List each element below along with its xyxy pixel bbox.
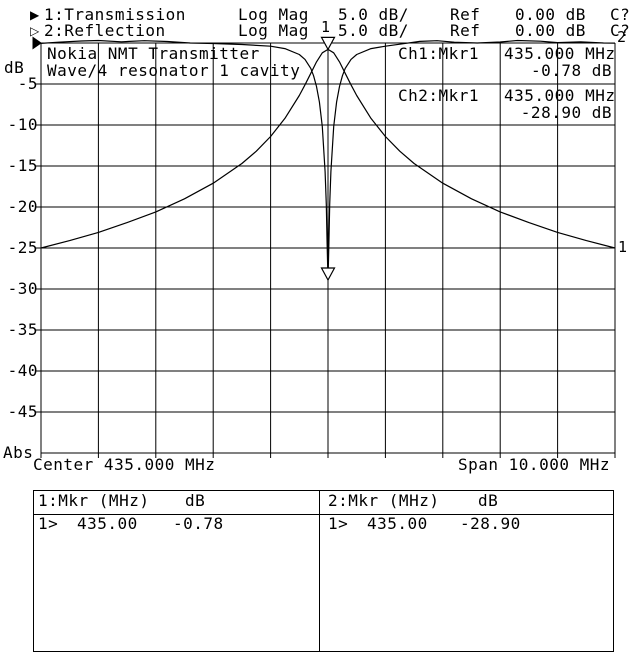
table-col2-header-unit: dB [478, 491, 499, 510]
channel2-scale: 5.0 dB/ [338, 21, 409, 40]
trace-reflection [40, 39, 616, 281]
ch1-marker-value: -0.78 dB [530, 61, 612, 80]
ch1-marker-readout-label: Ch1:Mkr1 [398, 44, 480, 63]
y-axis-tick-label: -40 [7, 361, 38, 380]
measurement-title-line2: Wave/4 resonator 1 cavity [47, 61, 301, 80]
ch2-marker-freq: 435.000 MHz [504, 86, 616, 105]
channel1-ref-label: Ref [450, 5, 481, 24]
y-axis-tick-label: -25 [7, 238, 38, 257]
table-col1-row-marker-num: 1> [38, 514, 59, 533]
ch2-marker-readout-label: Ch2:Mkr1 [398, 86, 480, 105]
channel2-ref-label: Ref [450, 21, 481, 40]
y-axis-tick-label: -5 [17, 74, 38, 93]
channel1-active-marker-icon: ▶ [30, 8, 40, 22]
table-col1-row-value: -0.78 [173, 514, 224, 533]
trace1-number-label: 1 [618, 238, 628, 256]
table-col1-header-unit: dB [185, 491, 206, 510]
channel1-scale: 5.0 dB/ [338, 5, 409, 24]
y-axis-tick-label: -45 [7, 402, 38, 421]
table-col2-row-freq: 435.00 [367, 514, 428, 533]
table-col2-row-value: -28.90 [460, 514, 521, 533]
table-col1-row-freq: 435.00 [77, 514, 138, 533]
table-col1-header-name: 1:Mkr (MHz) [38, 491, 150, 510]
ch1-marker-freq: 435.000 MHz [504, 44, 616, 63]
channel2-label: 2:Reflection [44, 21, 166, 40]
trace2-number-label: 2 [617, 28, 627, 46]
y-axis-tick-label: -35 [7, 320, 38, 339]
table-col2-header-name: 2:Mkr (MHz) [328, 491, 440, 510]
y-axis-tick-label: -20 [7, 197, 38, 216]
ch2-marker-value: -28.90 dB [520, 103, 612, 122]
channel1-ref-value: 0.00 dB [515, 5, 586, 24]
x-axis-center-label: Center 435.000 MHz [33, 455, 216, 474]
ref-level-indicator-icon [32, 36, 42, 50]
channel2-ref-value: 0.00 dB [515, 21, 586, 40]
channel2-marker-icon: ▷ [30, 24, 40, 38]
marker-table [33, 490, 614, 652]
measurement-title-line1: Nokia NMT Transmitter [47, 44, 260, 63]
marker1-trace2-icon [320, 267, 336, 282]
channel1-format: Log Mag [238, 5, 309, 24]
channel1-label: 1:Transmission [44, 5, 186, 24]
channel1-cal-status: C? [610, 5, 631, 24]
marker-table-header-separator [34, 514, 613, 515]
y-axis-unit-label: dB [4, 58, 25, 77]
y-axis-tick-label: -15 [7, 156, 38, 175]
y-axis-tick-label: -30 [7, 279, 38, 298]
y-axis-tick-label: -10 [7, 115, 38, 134]
table-col2-row-marker-num: 1> [328, 514, 349, 533]
channel2-format: Log Mag [238, 21, 309, 40]
channel2-cal-status: C? [610, 21, 631, 40]
marker1-number-label: 1 [321, 18, 331, 36]
marker1-trace1-icon [320, 36, 336, 51]
marker-table-divider [319, 491, 320, 651]
y-axis-abs-label: Abs [3, 443, 34, 462]
x-axis-span-label: Span 10.000 MHz [458, 455, 610, 474]
